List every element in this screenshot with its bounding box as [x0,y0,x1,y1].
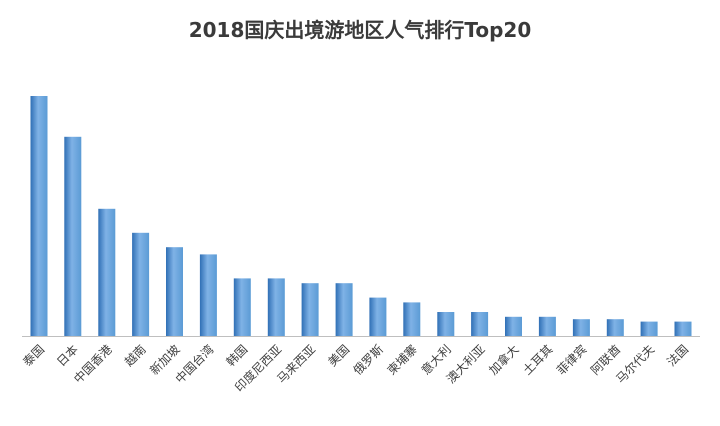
x-tick-label: 美国 [325,342,352,369]
bar-中国香港 [98,208,116,336]
x-tick-label: 中国香港 [70,342,115,387]
x-tick-label: 日本 [54,342,81,369]
x-tick-label: 法国 [664,342,691,369]
bar-柬埔寨 [403,302,421,336]
bar-法国 [674,321,692,336]
bar-菲律宾 [572,319,590,336]
bar-意大利 [437,312,455,336]
bar-土耳其 [538,316,556,336]
x-tick-label: 越南 [121,342,149,370]
bar-越南 [132,232,150,336]
bar-中国台湾 [199,254,217,336]
x-tick-label: 柬埔寨 [384,342,420,378]
x-tick-label: 菲律宾 [553,342,589,378]
x-tick-label: 土耳其 [520,342,555,377]
bar-俄罗斯 [369,297,387,336]
x-tick-label: 加拿大 [486,342,522,378]
x-tick-label: 俄罗斯 [351,342,386,377]
bar-阿联酋 [606,319,624,336]
bar-韩国 [233,278,251,336]
bar-美国 [335,283,353,336]
bar-马尔代夫 [640,321,658,336]
bar-泰国 [30,96,48,336]
bar-澳大利亚 [471,312,489,336]
chart-title: 2018国庆出境游地区人气排行Top20 [188,18,532,42]
bar-日本 [64,136,82,336]
x-tick-label: 韩国 [223,342,251,370]
x-tick-label: 泰国 [20,342,47,369]
bar-加拿大 [505,316,522,336]
bar-新加坡 [166,247,183,336]
bars-group [30,96,692,336]
bar-印度尼西亚 [267,278,285,336]
bar-马来西亚 [301,283,319,336]
